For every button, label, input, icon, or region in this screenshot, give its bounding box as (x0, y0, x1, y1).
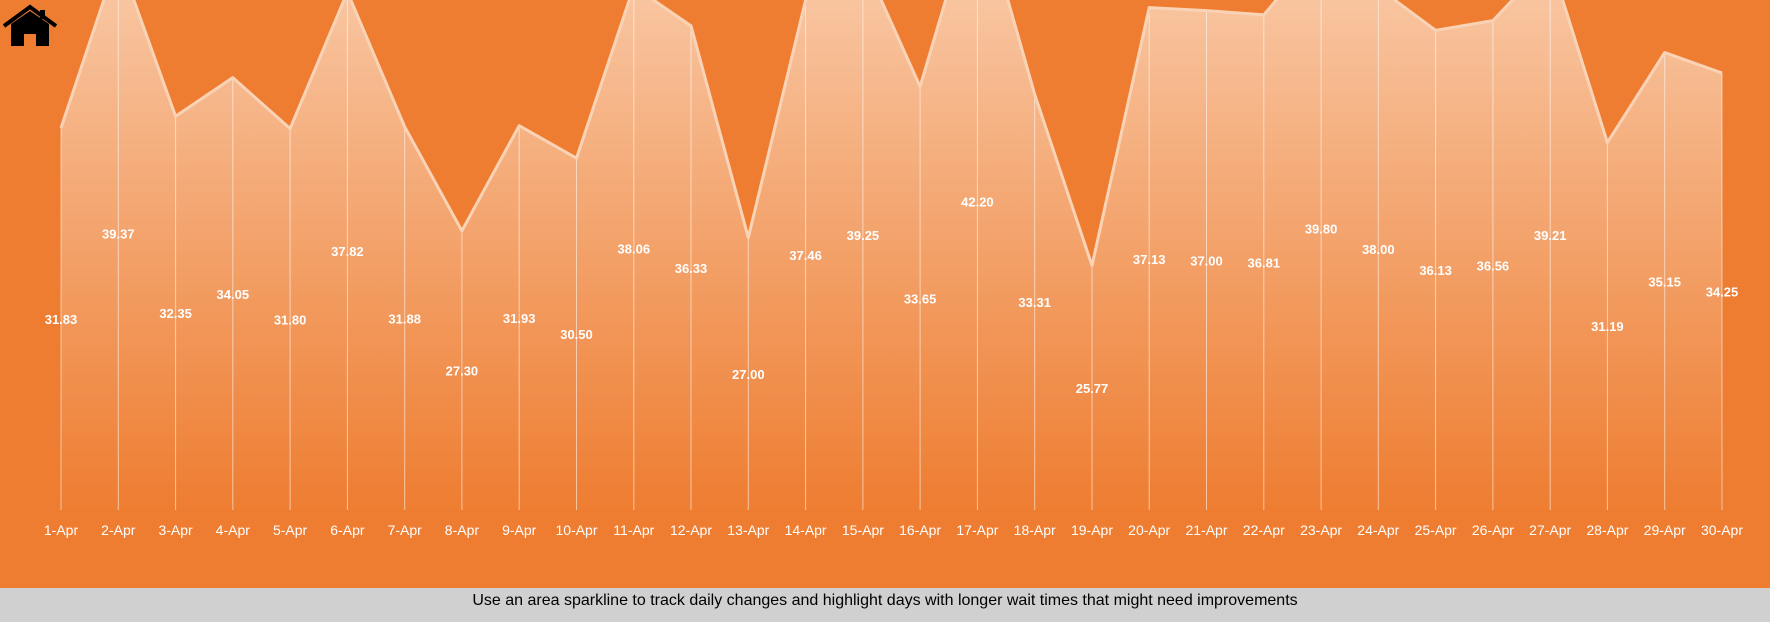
data-label: 33.31 (1018, 295, 1051, 310)
chart-panel: 31.83 39.37 32.35 34.05 31.80 37.82 31.88 27.30… (0, 0, 1770, 588)
x-tick-label: 8-Apr (445, 522, 480, 538)
x-tick-label: 18-Apr (1014, 522, 1056, 538)
data-label: 38.06 (618, 241, 651, 256)
x-tick-label: 4-Apr (216, 522, 251, 538)
data-label: 39.37 (102, 226, 135, 241)
data-label: 33.65 (904, 291, 937, 306)
x-tick-label: 1-Apr (44, 522, 79, 538)
footer-bar: Use an area sparkline to track daily cha… (0, 588, 1770, 622)
x-tick-label: 20-Apr (1128, 522, 1170, 538)
x-tick-label: 6-Apr (330, 522, 365, 538)
data-label: 39.21 (1534, 228, 1567, 243)
data-label: 27.30 (446, 363, 479, 378)
x-tick-label: 28-Apr (1586, 522, 1628, 538)
x-tick-label: 7-Apr (388, 522, 423, 538)
home-icon (2, 4, 58, 46)
area-fill (61, 0, 1722, 510)
data-label: 35.15 (1648, 274, 1681, 289)
x-tick-label: 14-Apr (785, 522, 827, 538)
footer-caption: Use an area sparkline to track daily cha… (472, 592, 1298, 609)
x-tick-label: 5-Apr (273, 522, 308, 538)
data-label: 39.80 (1305, 222, 1338, 237)
x-tick-label: 22-Apr (1243, 522, 1285, 538)
data-label: 37.46 (789, 248, 822, 263)
data-label: 32.35 (159, 306, 192, 321)
data-label: 36.33 (675, 261, 708, 276)
data-label: 36.13 (1419, 263, 1452, 278)
data-label: 39.25 (847, 228, 880, 243)
data-label: 31.19 (1591, 319, 1624, 334)
data-label: 37.00 (1190, 253, 1223, 268)
data-label: 38.00 (1362, 242, 1395, 257)
data-label: 34.25 (1706, 285, 1739, 300)
x-tick-label: 17-Apr (956, 522, 998, 538)
data-label: 27.00 (732, 367, 765, 382)
x-tick-label: 15-Apr (842, 522, 884, 538)
x-tick-label: 27-Apr (1529, 522, 1571, 538)
data-label: 37.13 (1133, 252, 1166, 267)
x-tick-label: 3-Apr (158, 522, 193, 538)
data-label: 36.56 (1477, 258, 1510, 273)
x-tick-label: 10-Apr (555, 522, 597, 538)
x-tick-label: 11-Apr (613, 522, 654, 538)
x-tick-label: 26-Apr (1472, 522, 1514, 538)
data-label: 31.93 (503, 311, 536, 326)
x-tick-label: 13-Apr (727, 522, 769, 538)
home-button[interactable] (2, 4, 58, 48)
series-line (59, 0, 1723, 267)
x-tick-label: 30-Apr (1701, 522, 1743, 538)
data-label: 31.88 (388, 311, 421, 326)
data-label: 37.82 (331, 244, 364, 259)
area-chart: 31.83 39.37 32.35 34.05 31.80 37.82 31.88 27.30… (44, 0, 1743, 538)
x-tick-label: 2-Apr (101, 522, 136, 538)
data-label: 42.20 (961, 194, 994, 209)
x-tick-label: 12-Apr (670, 522, 712, 538)
x-tick-label: 16-Apr (899, 522, 941, 538)
data-label: 25.77 (1076, 381, 1109, 396)
x-tick-label: 9-Apr (502, 522, 537, 538)
data-label: 31.80 (274, 312, 307, 327)
x-tick-label: 24-Apr (1357, 522, 1399, 538)
data-label: 30.50 (560, 327, 593, 342)
data-label: 36.81 (1248, 256, 1281, 271)
x-tick-label: 25-Apr (1415, 522, 1457, 538)
data-label: 34.05 (217, 287, 250, 302)
x-tick-label: 23-Apr (1300, 522, 1342, 538)
x-tick-label: 29-Apr (1644, 522, 1686, 538)
x-tick-label: 21-Apr (1185, 522, 1227, 538)
data-label: 31.83 (45, 312, 78, 327)
x-tick-label: 19-Apr (1071, 522, 1113, 538)
